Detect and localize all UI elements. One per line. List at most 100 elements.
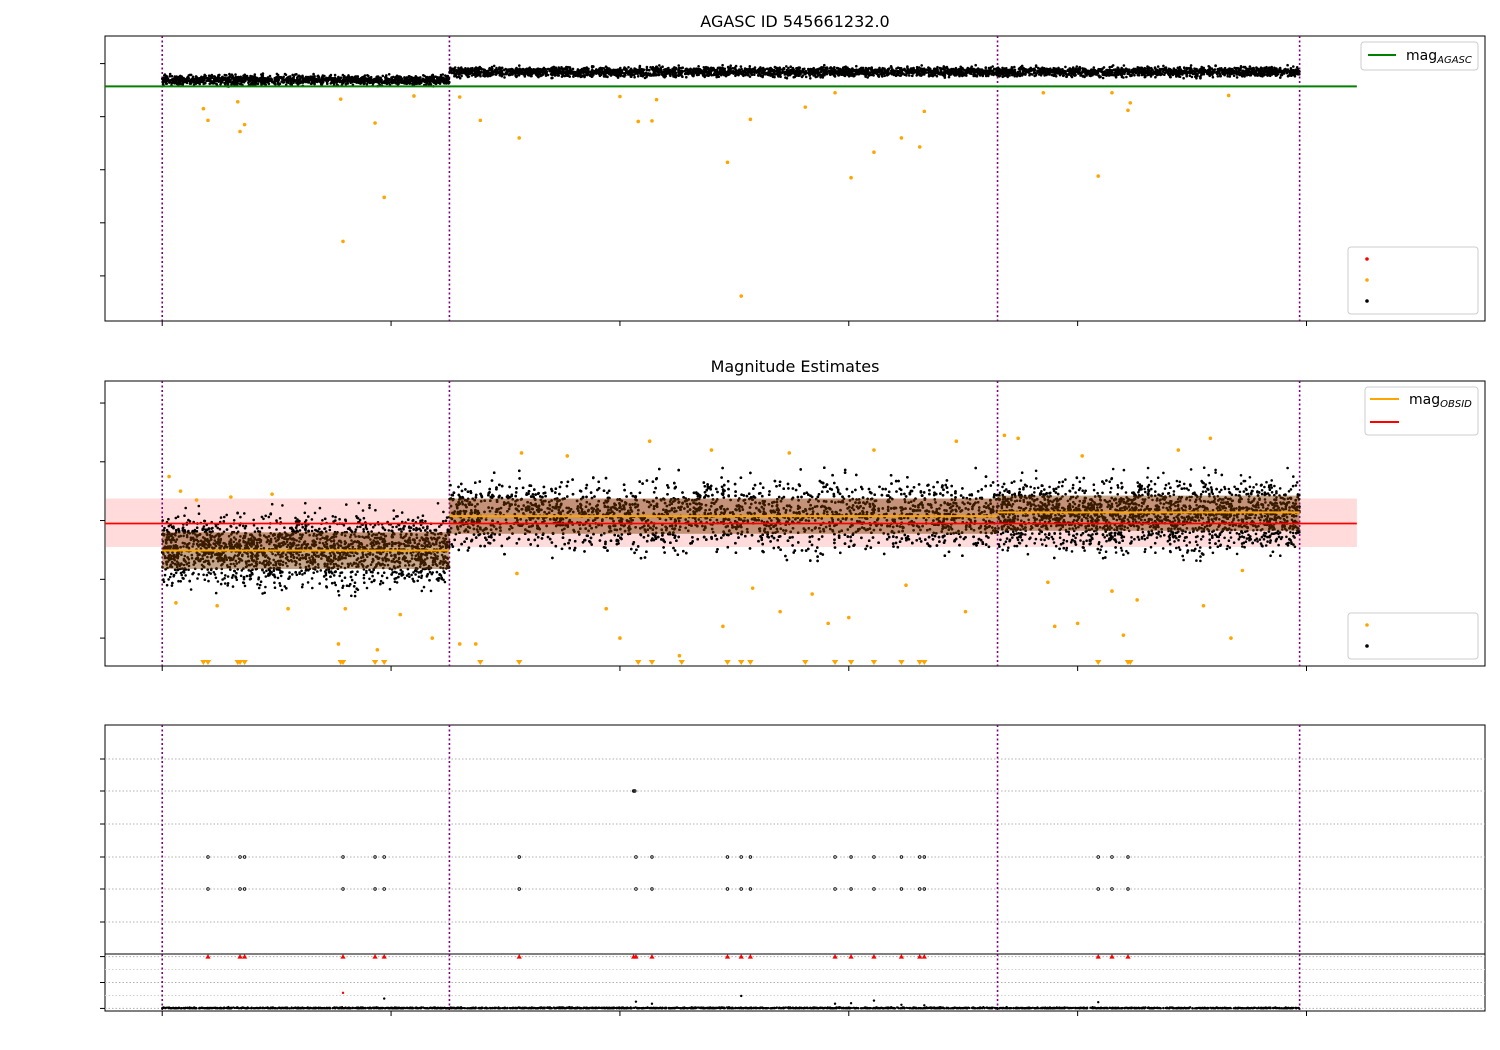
ok-point [1114, 75, 1118, 79]
ok-point [558, 67, 561, 71]
ok-point [228, 72, 231, 76]
ok-point [502, 68, 506, 72]
ok-point [268, 74, 272, 78]
ok-point [637, 70, 641, 74]
ok-point [628, 70, 632, 74]
ok-point [652, 67, 656, 70]
agasc-panel: AGASC ID 545661232.0 magAGASC [100, 12, 1486, 326]
ok-point [360, 77, 363, 80]
ok-point [1199, 70, 1203, 74]
ok-point [1013, 65, 1016, 69]
ok-point [886, 72, 889, 75]
ok-point [393, 80, 397, 83]
ok-point [341, 73, 345, 77]
ok-point [820, 73, 824, 77]
ok-point [410, 76, 414, 80]
ok-point [729, 64, 732, 67]
ok-point [200, 77, 203, 81]
ok-point [846, 73, 850, 77]
ok-point [217, 74, 220, 77]
ok-point [565, 69, 568, 73]
ok-point [709, 66, 712, 70]
ok-point [294, 79, 297, 83]
ok-point [561, 72, 564, 75]
ok-point [1154, 75, 1157, 79]
ok-point [1235, 76, 1239, 79]
ok-point [1019, 67, 1023, 71]
ok-point [880, 71, 883, 75]
ok-point [973, 69, 976, 72]
ok-point [606, 69, 610, 73]
ok-point [837, 71, 840, 74]
ok-point [1006, 75, 1009, 79]
ok-point [559, 70, 562, 73]
ok-point [954, 68, 958, 72]
ok-point [1258, 74, 1262, 77]
ok-point [1233, 66, 1236, 70]
ok-point [254, 77, 257, 81]
ok-point [448, 70, 451, 74]
ok-point [630, 75, 633, 78]
ok-point [419, 81, 423, 85]
ok-point [290, 78, 293, 82]
ok-point [728, 70, 732, 73]
ok-point [329, 82, 333, 85]
ok-point [910, 71, 913, 74]
ok-point [750, 73, 754, 76]
ok-point [406, 80, 409, 83]
ok-point [323, 74, 326, 78]
ok-point [261, 79, 265, 82]
ok-point [789, 65, 792, 68]
ok-point [227, 81, 230, 84]
ok-point [528, 66, 531, 69]
ok-point [685, 75, 688, 79]
ok-point [284, 79, 287, 82]
ok-point [1052, 67, 1056, 70]
ok-point [204, 74, 207, 78]
ok-point [668, 73, 672, 76]
ok-point [1286, 63, 1289, 67]
ok-point [1125, 75, 1128, 79]
ok-point [175, 81, 178, 84]
ok-point [260, 73, 263, 76]
ok-point [883, 74, 886, 78]
ok-point [224, 77, 227, 81]
ok-point [924, 71, 928, 74]
ok-point [1083, 75, 1086, 79]
ok-point [326, 78, 329, 82]
ok-point [1257, 69, 1260, 73]
ok-point [1104, 71, 1108, 75]
ok-point [652, 69, 656, 73]
ok-point [236, 82, 239, 85]
ok-point [321, 80, 325, 84]
ok-point [858, 68, 861, 72]
ok-point [201, 80, 205, 84]
ok-point [908, 74, 911, 77]
ok-point [665, 69, 669, 72]
ok-point [863, 70, 866, 74]
ok-point [365, 83, 369, 86]
ok-point [721, 63, 724, 67]
ok-point [452, 67, 456, 70]
ok-point [888, 72, 892, 75]
ok-point [946, 69, 949, 72]
ok-point [551, 76, 554, 80]
ok-point [903, 68, 906, 71]
ok-point [1260, 67, 1264, 70]
ok-point [298, 78, 302, 81]
ok-point [782, 68, 786, 71]
ok-point [1101, 76, 1105, 80]
ok-point [301, 75, 304, 78]
ok-point [438, 78, 442, 81]
ok-point [974, 63, 977, 67]
ok-point [943, 76, 947, 79]
ok-point [820, 69, 823, 72]
ok-point [1208, 66, 1211, 69]
ok-point [734, 69, 737, 73]
ok-point [1153, 66, 1157, 69]
ok-point [321, 76, 325, 80]
ok-point [1239, 65, 1243, 68]
ok-point [168, 80, 172, 84]
ok-point [677, 71, 680, 74]
ok-point [249, 74, 252, 78]
